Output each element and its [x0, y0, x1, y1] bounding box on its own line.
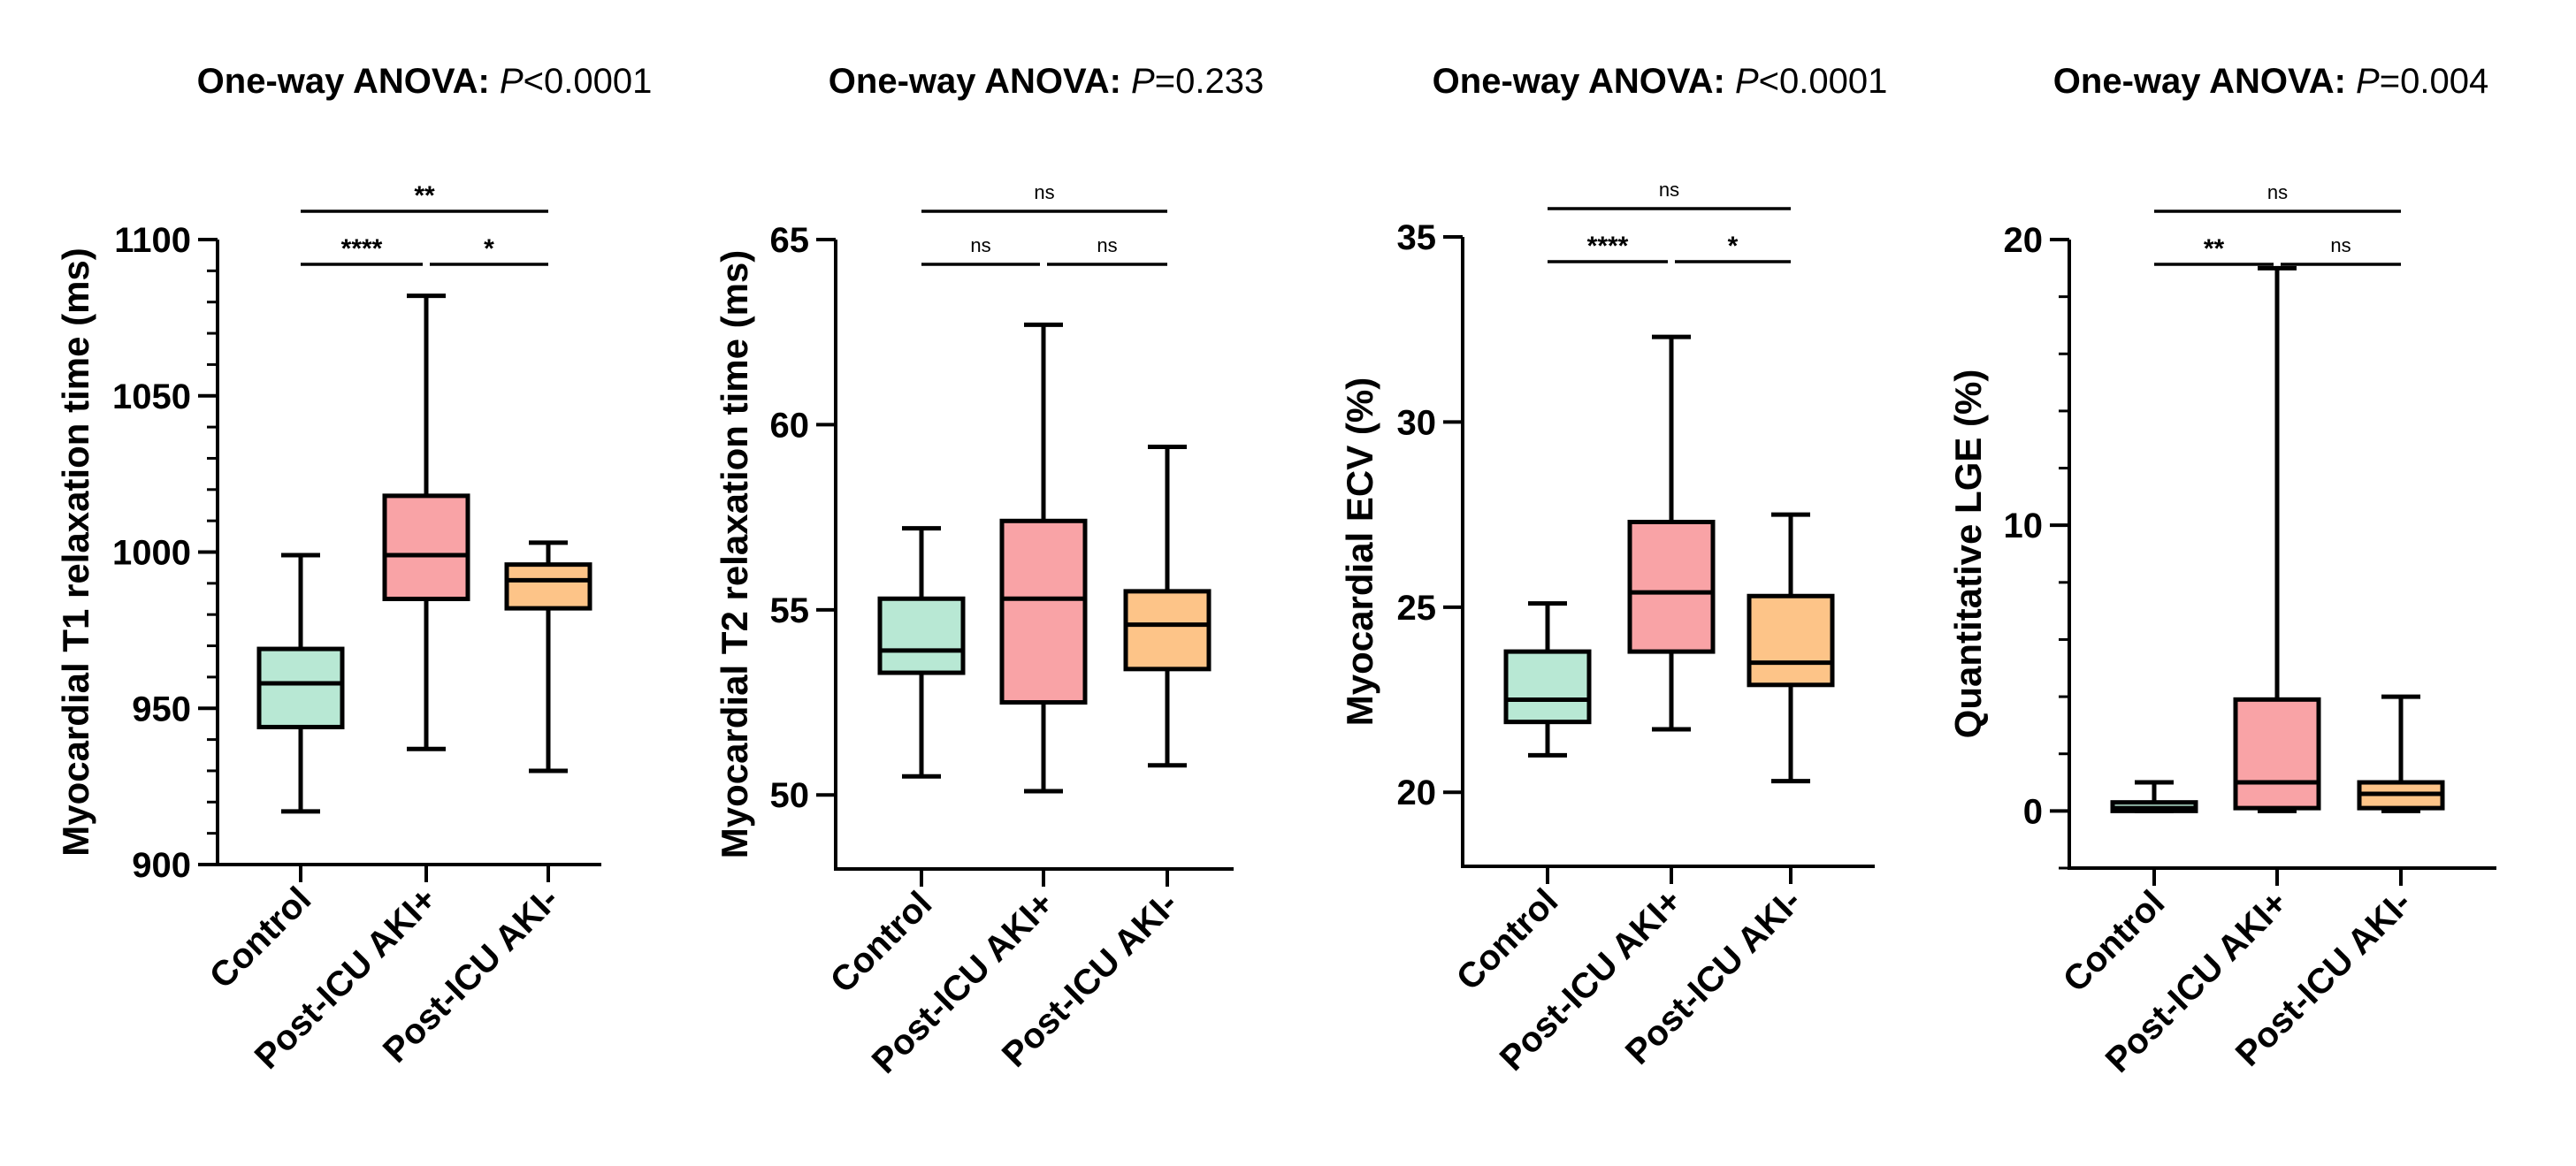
y-tick-label: 1100: [114, 221, 191, 260]
panel-title: One-way ANOVA: P<0.0001: [1433, 62, 1888, 101]
y-tick-label: 1000: [112, 534, 191, 573]
x-category-label: Control: [823, 884, 940, 1001]
box-post-icu-aki-: [999, 322, 1088, 794]
y-tick-label: 55: [770, 591, 810, 630]
significance-label: ns: [2267, 181, 2288, 203]
box-post-icu-aki-: [1123, 445, 1212, 768]
box-post-icu-aki-: [382, 293, 470, 751]
y-tick-label: 0: [2023, 792, 2043, 831]
significance-label: *: [484, 234, 494, 263]
title-p-value: =0.233: [1155, 62, 1264, 101]
significance-label: ns: [1659, 179, 1679, 201]
significance-label: ns: [970, 234, 990, 256]
y-tick-label: 25: [1397, 589, 1437, 628]
panel-1: One-way ANOVA: P<0.0001 900 950 1000 1050 110…: [55, 62, 652, 1077]
title-p-value: =0.004: [2380, 62, 2488, 101]
box-post-icu-aki-: [504, 540, 592, 774]
panel-3: One-way ANOVA: P<0.0001 20 25 30 35 Myocardia…: [1339, 62, 1887, 1078]
y-tick-label: 35: [1397, 218, 1437, 257]
y-tick-label: 60: [770, 406, 810, 445]
y-tick-label: 50: [770, 776, 810, 815]
box-control: [877, 526, 966, 779]
y-tick-label: 65: [770, 221, 810, 260]
significance-label: *: [1728, 232, 1739, 261]
title-prefix: One-way ANOVA:: [197, 62, 500, 101]
panel-title: One-way ANOVA: P=0.233: [829, 62, 1264, 101]
panel-4: One-way ANOVA: P=0.004 0 10 20 Quantitative …: [1947, 62, 2496, 1080]
iqr-box: [382, 493, 470, 602]
panel-title: One-way ANOVA: P=0.004: [2053, 62, 2488, 101]
box-post-icu-aki-: [1747, 512, 1835, 784]
iqr-box: [1627, 519, 1716, 654]
title-prefix: One-way ANOVA:: [1433, 62, 1735, 101]
title-p-symbol: P: [1131, 62, 1155, 101]
iqr-box: [1503, 649, 1592, 725]
box-post-icu-aki-: [2233, 265, 2321, 813]
significance-label: ns: [2330, 234, 2351, 256]
panel-title: One-way ANOVA: P<0.0001: [197, 62, 653, 101]
y-axis-title: Myocardial T2 relaxation time (ms): [714, 250, 755, 859]
y-tick-label: 20: [1397, 774, 1437, 812]
significance-label: **: [414, 181, 435, 210]
iqr-box: [2233, 697, 2321, 811]
title-p-value: <0.0001: [524, 62, 653, 101]
iqr-box: [877, 596, 966, 675]
significance-label: ns: [1034, 181, 1054, 203]
box-control: [256, 553, 345, 814]
iqr-box: [1747, 593, 1835, 688]
significance-label: ns: [1097, 234, 1117, 256]
y-axis-title: Myocardial T1 relaxation time (ms): [55, 248, 96, 857]
iqr-box: [256, 646, 345, 729]
title-p-symbol: P: [2356, 62, 2380, 101]
y-tick-label: 900: [132, 846, 191, 885]
y-tick-label: 1050: [112, 377, 191, 416]
y-tick-label: 20: [2004, 221, 2044, 260]
box-control: [1503, 601, 1592, 758]
y-tick-label: 950: [132, 690, 191, 728]
iqr-box: [504, 562, 592, 611]
y-tick-label: 30: [1397, 403, 1437, 442]
significance-label: ****: [341, 234, 383, 263]
title-p-symbol: P: [1735, 62, 1759, 101]
box-control: [2110, 780, 2198, 813]
box-post-icu-aki-: [1627, 334, 1716, 732]
title-p-symbol: P: [500, 62, 524, 101]
x-category-label: Control: [203, 880, 319, 996]
iqr-box: [1123, 589, 1212, 672]
y-tick-label: 10: [2004, 507, 2044, 545]
title-prefix: One-way ANOVA:: [2053, 62, 2356, 101]
y-axis-title: Myocardial ECV (%): [1339, 377, 1380, 726]
x-category-label: Control: [1449, 881, 1566, 998]
iqr-box: [999, 518, 1088, 705]
x-category-label: Control: [2056, 883, 2173, 1000]
panel-2: One-way ANOVA: P=0.233 50 55 60 65 Myocardial…: [714, 62, 1264, 1081]
title-prefix: One-way ANOVA:: [829, 62, 1131, 101]
box-post-icu-aki-: [2357, 694, 2445, 813]
significance-label: ****: [1587, 232, 1629, 261]
y-axis-title: Quantitative LGE (%): [1947, 370, 1989, 739]
significance-label: **: [2204, 234, 2225, 263]
title-p-value: <0.0001: [1759, 62, 1888, 101]
